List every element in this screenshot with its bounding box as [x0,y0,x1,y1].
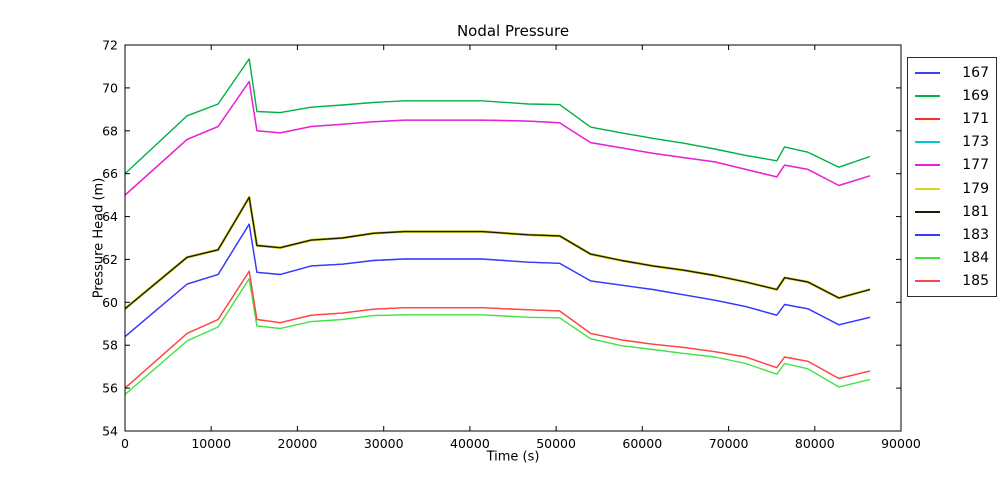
series-line-177 [124,80,871,196]
x-tick-label-2: 20000 [278,436,318,451]
legend-line-swatch [915,117,940,120]
y-tick-label-9: 72 [102,38,118,53]
y-tick-label-0: 54 [102,424,118,439]
legend-label: 177 [962,157,989,174]
legend-item-173: 173 [908,135,996,149]
series-line-181 [124,196,871,310]
legend-line-swatch [915,280,940,283]
legend-item-179: 179 [908,182,996,196]
series-line-185 [124,270,871,389]
legend-label: 185 [962,273,989,290]
legend-item-181: 181 [908,205,996,219]
chart-title: Nodal Pressure [456,22,570,40]
legend: 167 169 171 173 177 179 181 183 184 185 [907,57,997,297]
series-line-179 [124,196,871,310]
legend-label: 167 [962,64,989,81]
legend-line-swatch [915,187,940,190]
legend-line-swatch [915,257,940,260]
x-tick-label-8: 80000 [795,436,835,451]
series-line-171 [124,270,871,389]
legend-item-171: 171 [908,112,996,126]
legend-label: 181 [962,203,989,220]
series-line-184 [124,278,871,396]
legend-item-169: 169 [908,89,996,103]
legend-line-swatch [915,233,940,236]
x-tick-label-4: 40000 [450,436,490,451]
legend-label: 179 [962,180,989,197]
legend-item-184: 184 [908,251,996,265]
series-line-183 [124,223,871,338]
x-tick-label-3: 30000 [364,436,404,451]
axes-frame [124,44,902,432]
legend-item-167: 167 [908,66,996,80]
legend-item-177: 177 [908,158,996,172]
y-tick-label-2: 58 [102,338,118,353]
x-tick-label-7: 70000 [709,436,749,451]
legend-label: 169 [962,87,989,104]
x-tick-label-5: 50000 [536,436,576,451]
legend-line-swatch [915,94,940,97]
legend-label: 184 [962,250,989,267]
legend-label: 173 [962,134,989,151]
x-axis-label: Time (s) [486,449,540,465]
y-tick-label-1: 56 [102,381,118,396]
legend-label: 183 [962,226,989,243]
series-line-169 [124,58,871,175]
legend-item-185: 185 [908,274,996,288]
x-tick-label-6: 60000 [622,436,662,451]
y-tick-label-4: 62 [102,252,118,267]
legend-item-183: 183 [908,228,996,242]
legend-line-swatch [915,210,940,213]
y-tick-label-3: 60 [102,295,118,310]
legend-line-swatch [915,164,940,167]
series-line-167 [124,223,871,338]
y-tick-label-8: 70 [102,80,118,95]
y-axis-label: Pressure Head (m) [91,177,107,299]
y-tick-label-7: 68 [102,123,118,138]
x-tick-label-1: 10000 [191,436,231,451]
legend-label: 171 [962,110,989,127]
legend-line-swatch [915,71,940,74]
x-tick-label-9: 90000 [881,436,921,451]
x-tick-label-0: 0 [121,436,129,451]
y-tick-label-6: 66 [102,166,118,181]
legend-line-swatch [915,141,940,144]
y-tick-label-5: 64 [102,209,118,224]
